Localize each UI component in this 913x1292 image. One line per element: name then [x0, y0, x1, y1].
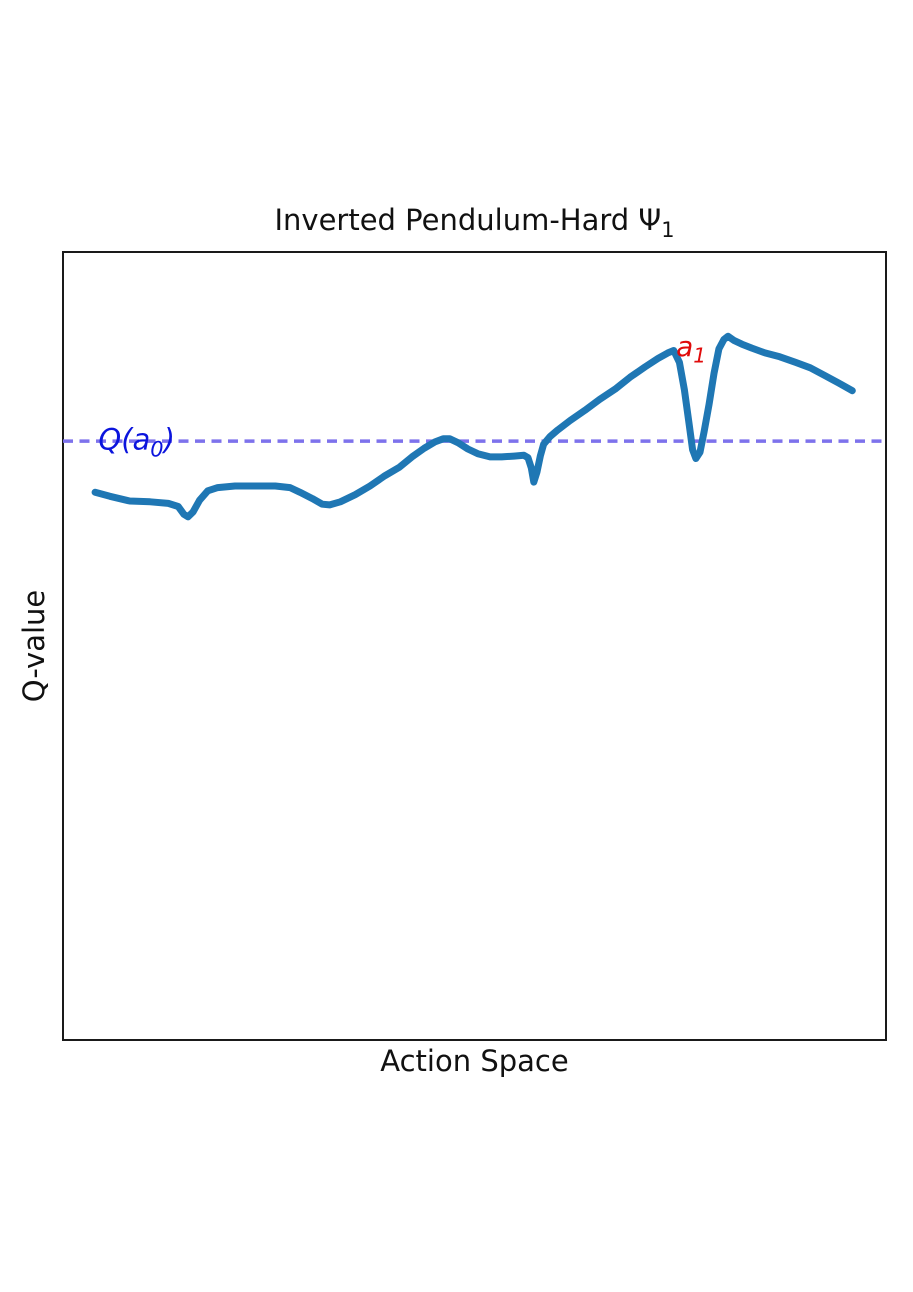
chart-title-text: Inverted Pendulum-Hard Ψ — [274, 203, 662, 237]
annotation-a1: a1 — [676, 330, 706, 366]
annotation-q-a0-suffix: ) — [163, 422, 175, 457]
chart-title: Inverted Pendulum-Hard Ψ1 — [63, 203, 886, 240]
x-axis-label: Action Space — [380, 1044, 569, 1078]
annotation-q-a0-subscript: 0 — [150, 437, 164, 462]
y-axis-label: Q-value — [17, 589, 51, 703]
annotation-a1-subscript: 1 — [693, 343, 707, 368]
q-value-curve — [91, 332, 856, 521]
annotation-a1-text: a — [676, 330, 694, 364]
chart-title-subscript: 1 — [661, 217, 675, 242]
annotation-q-a0-prefix: Q(a — [98, 422, 151, 457]
axes-frame — [62, 251, 887, 1041]
annotation-q-a0: Q(a0) — [98, 422, 175, 460]
